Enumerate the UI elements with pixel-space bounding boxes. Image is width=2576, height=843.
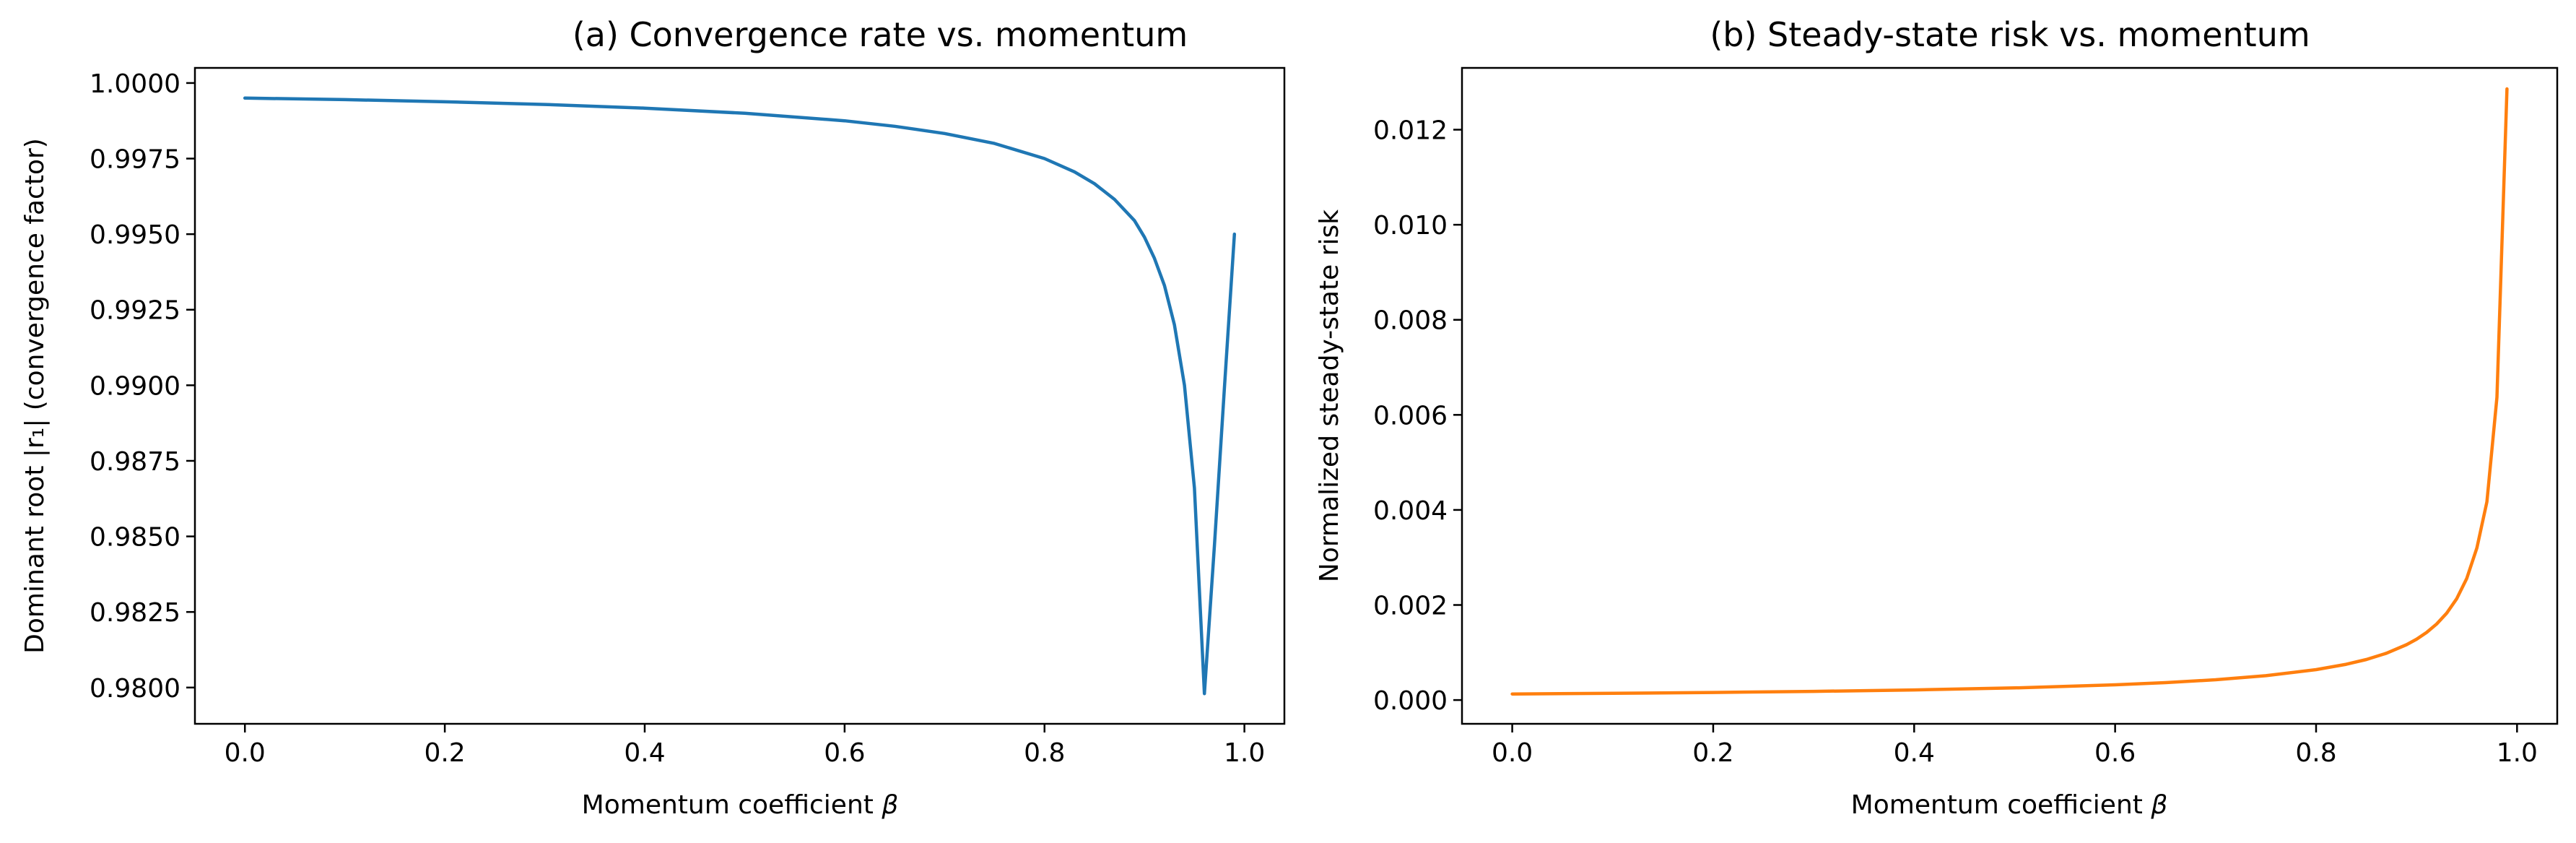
panel-b-x-tick-label: 0.4 [1894,738,1935,768]
panel-a-convergence-rate: (a) Convergence rate vs. momentum 0.0 0.2… [20,15,1286,820]
panel-a-y-tick-label: 0.9900 [90,371,180,401]
panel-b-y-tick-label: 0.008 [1373,306,1448,336]
panel-a-y-axis-label: Dominant root |r₁| (convergence factor) [20,138,50,654]
panel-a-x-ticks: 0.0 0.2 0.4 0.6 0.8 1.0 [225,724,1265,768]
panel-b-x-axis-label: Momentum coefficient β [1851,790,2168,820]
panel-a-y-tick-label: 0.9925 [90,296,180,326]
panel-b-title: (b) Steady-state risk vs. momentum [1710,15,2310,54]
panel-b-y-tick-label: 0.010 [1373,211,1448,241]
panel-a-y-tick-label: 1.0000 [90,69,180,99]
panel-b-y-tick-label: 0.002 [1373,592,1448,621]
panel-b-x-tick-label: 0.8 [2295,738,2336,768]
panel-b-x-tick-label: 0.2 [1692,738,1733,768]
panel-a-y-tick-label: 0.9950 [90,220,180,250]
panel-b-series [1510,87,2509,696]
panel-a-y-tick-label: 0.9825 [90,598,180,628]
panel-a-x-tick-label: 0.2 [424,738,465,768]
panel-a-y-tick-label: 0.9800 [90,674,180,704]
panel-a-x-tick-label: 0.0 [225,738,266,768]
panel-b-plot-frame [1461,66,2559,725]
panel-a-y-tick-label: 0.9875 [90,447,180,477]
panel-a-x-tick-label: 1.0 [1224,738,1265,768]
panel-b-series-line-0 [1510,87,2509,696]
panel-b-x-tick-label: 1.0 [2497,738,2538,768]
panel-b-x-tick-label: 0.0 [1492,738,1533,768]
panel-a-y-ticks: 0.9800 0.9825 0.9850 0.9875 0.9900 0.9925 0.99… [90,69,195,704]
panel-b-y-tick-label: 0.004 [1373,496,1448,526]
panel-a-series-line-0 [243,96,1237,696]
panel-b-y-tick-label: 0.006 [1373,401,1448,431]
panel-b-steady-state-risk: (b) Steady-state risk vs. momentum 0.0 0.… [1315,15,2559,820]
panel-b-x-tick-label: 0.6 [2094,738,2136,768]
panel-a-y-tick-label: 0.9850 [90,523,180,553]
panel-a-series [243,96,1237,696]
panel-a-title: (a) Convergence rate vs. momentum [573,15,1188,54]
panel-a-y-tick-label: 0.9975 [90,145,180,175]
panel-a-x-tick-label: 0.6 [824,738,865,768]
panel-b-x-ticks: 0.0 0.2 0.4 0.6 0.8 1.0 [1492,724,2538,768]
panel-b-y-tick-label: 0.000 [1373,686,1448,716]
panel-a-plot-frame [193,66,1286,725]
panel-b-y-tick-label: 0.012 [1373,116,1448,146]
panel-a-x-tick-label: 0.8 [1024,738,1065,768]
panel-b-y-axis-label: Normalized steady-state risk [1315,209,1344,582]
panel-b-y-ticks: 0.000 0.002 0.004 0.006 0.008 0.010 0.012 [1373,116,1462,716]
panel-a-x-axis-label: Momentum coefficient β [582,790,899,820]
panel-a-x-tick-label: 0.4 [624,738,665,768]
